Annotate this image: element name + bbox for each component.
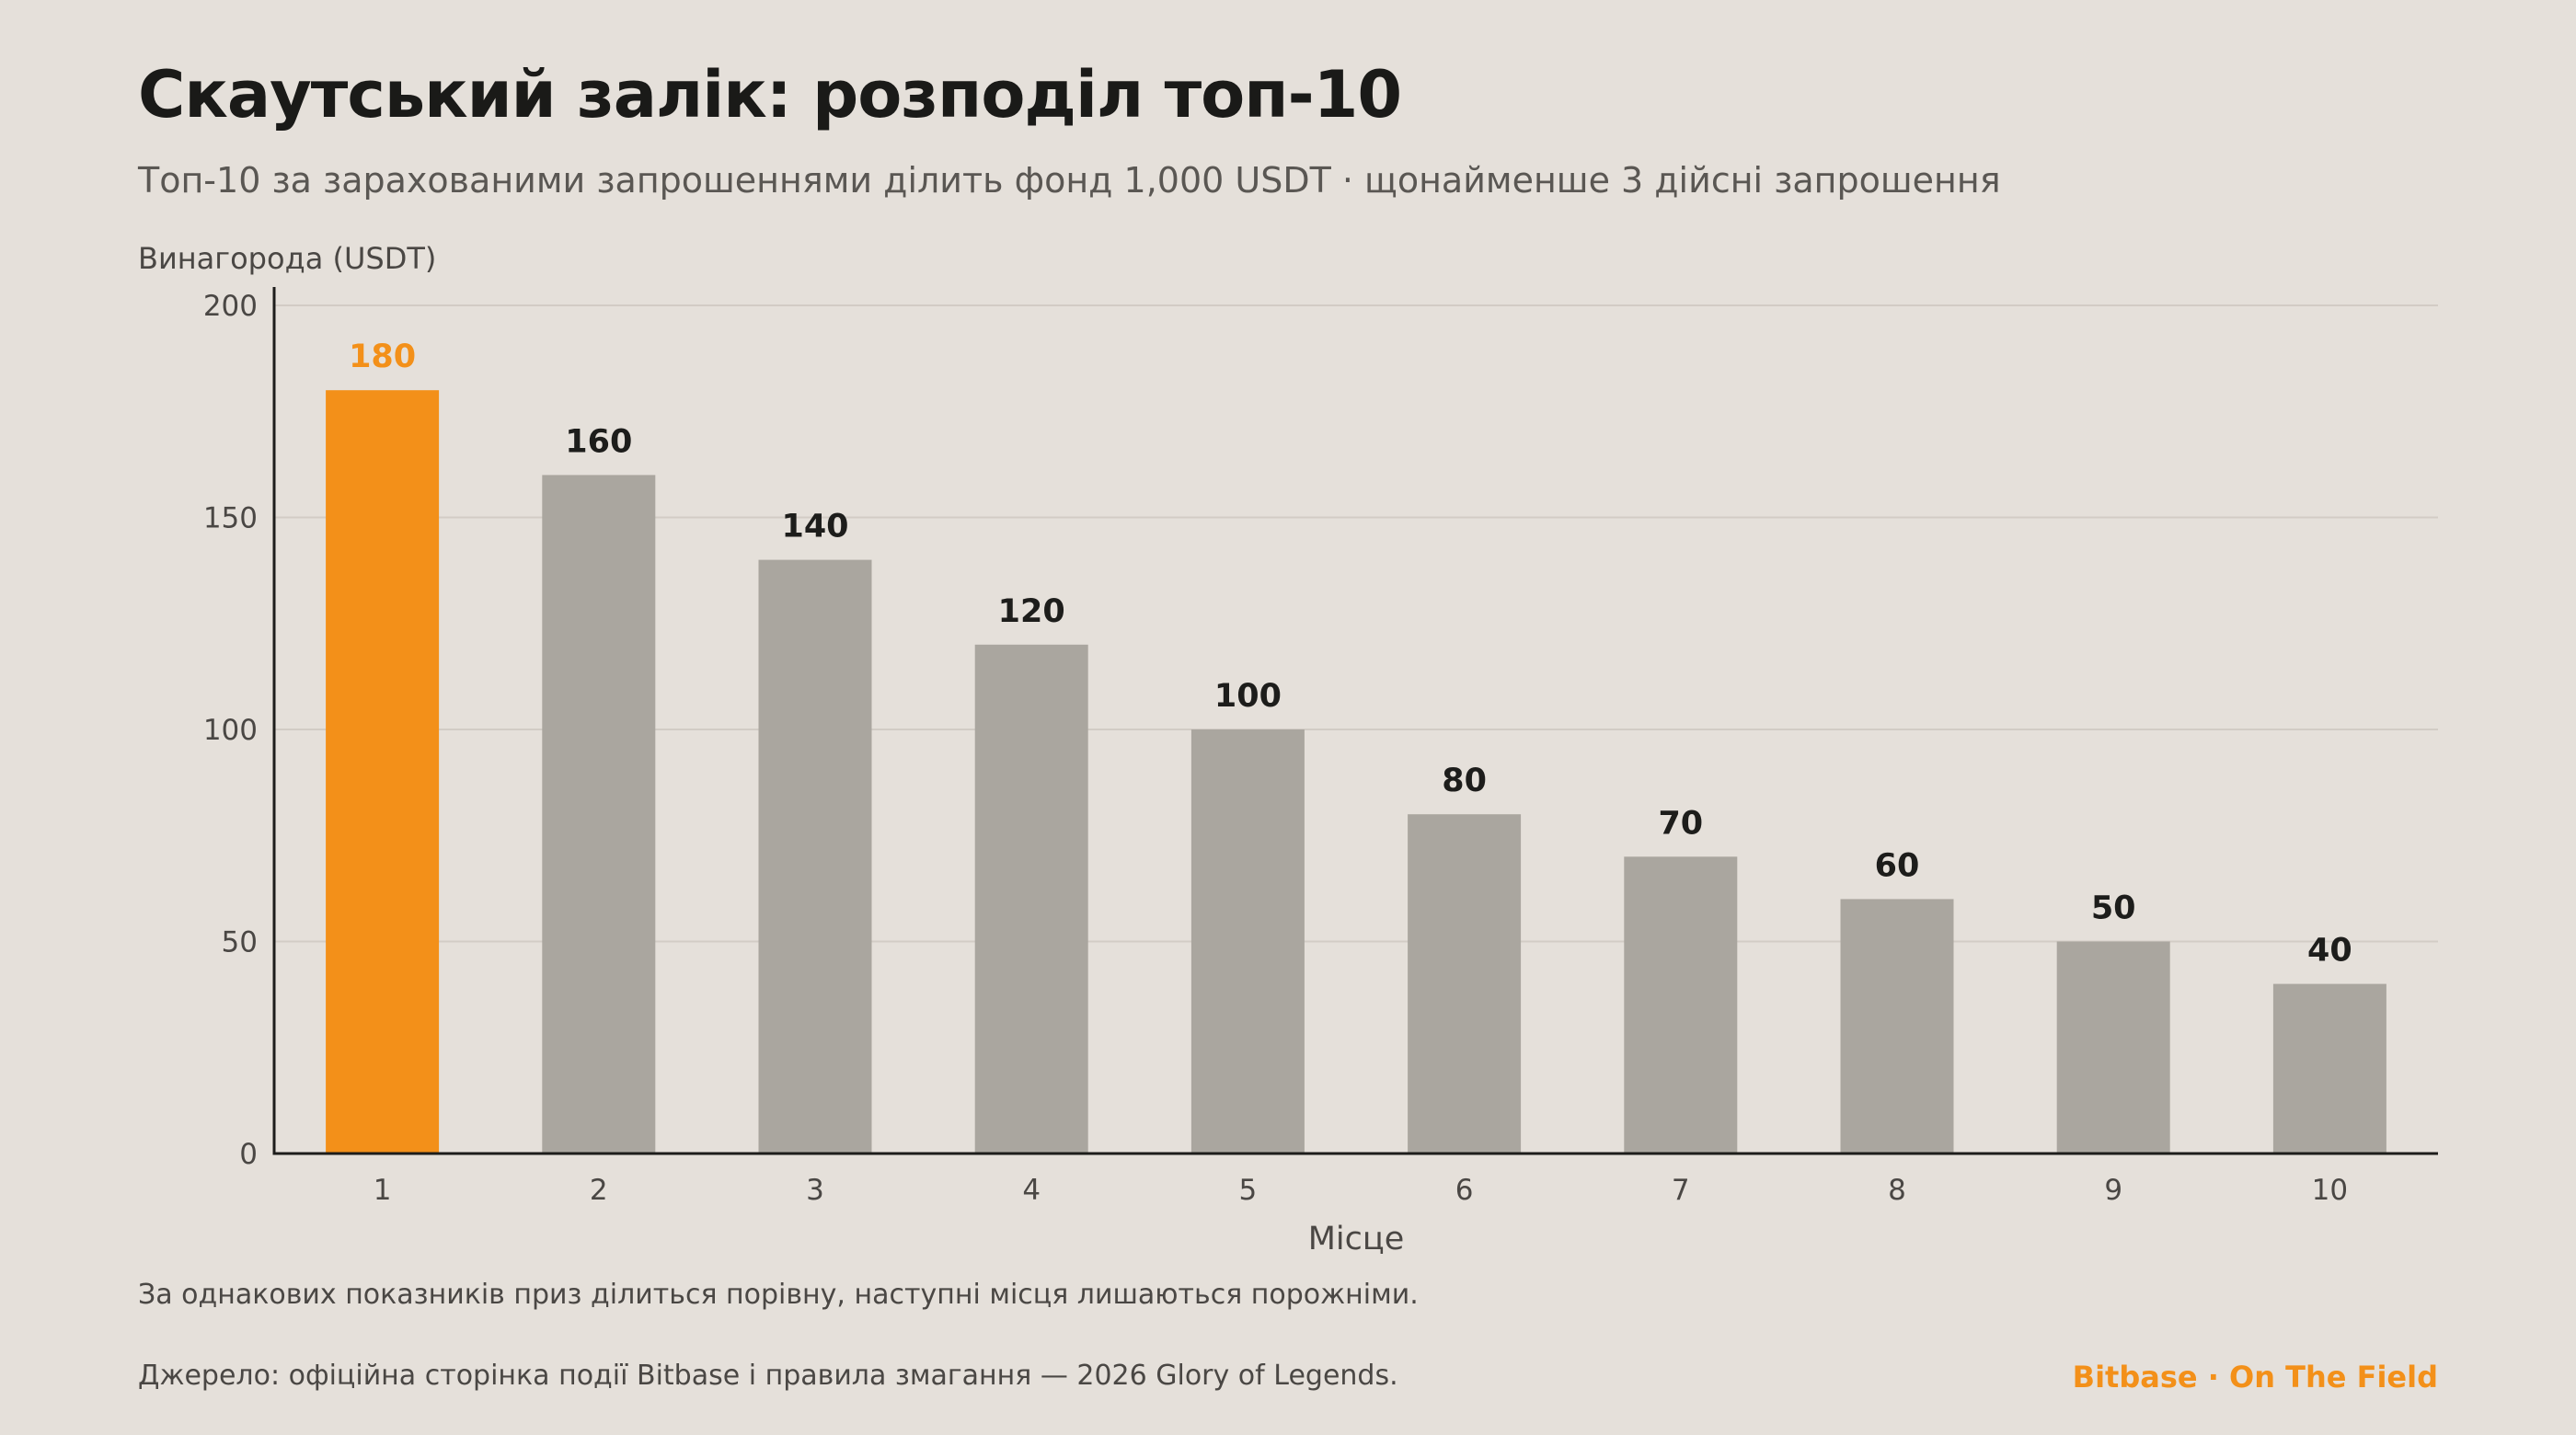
data-label: 80 [1442, 763, 1487, 799]
x-tick-label: 8 [1888, 1174, 1906, 1207]
x-tick-label: 9 [2104, 1174, 2122, 1207]
data-label: 60 [1875, 847, 1920, 884]
y-tick-label: 50 [222, 926, 258, 959]
footnote: За однакових показників приз ділиться по… [138, 1279, 1419, 1311]
y-tick-label: 150 [203, 502, 258, 535]
chart-subtitle: Топ-10 за зарахованими запрошеннями діли… [138, 160, 2001, 201]
data-label: 140 [781, 509, 848, 545]
x-tick-label: 5 [1239, 1174, 1258, 1207]
bar [2272, 983, 2386, 1154]
y-tick-label: 0 [239, 1138, 258, 1171]
brand-logo-text: Bitbase · On The Field [2072, 1360, 2438, 1395]
x-tick-label: 6 [1455, 1174, 1474, 1207]
y-tick-label: 200 [203, 290, 258, 323]
bars [326, 390, 2386, 1154]
data-label: 70 [1658, 805, 1703, 842]
data-label: 40 [2307, 933, 2352, 970]
x-tick-label: 4 [1022, 1174, 1041, 1207]
chart-title: Скаутський залік: розподіл топ-10 [138, 57, 1402, 132]
y-tick-label: 100 [203, 714, 258, 747]
data-label: 50 [2091, 890, 2136, 927]
bar [1190, 729, 1305, 1154]
y-axis-label: Винагорода (USDT) [138, 241, 436, 276]
bar [1408, 814, 1522, 1154]
bar [326, 390, 440, 1154]
bar [2056, 941, 2170, 1154]
data-label: 100 [1214, 678, 1282, 715]
bar [1840, 899, 1954, 1154]
x-axis-label: Місце [1308, 1221, 1405, 1257]
bar [542, 475, 656, 1154]
x-tick-label: 10 [2312, 1174, 2348, 1207]
data-labels: 180 160 140 120 100 80 70 60 50 40 [349, 339, 2352, 969]
x-tick-label: 7 [1672, 1174, 1690, 1207]
source-note: Джерело: офіційна сторінка події Bitbase… [138, 1360, 1398, 1392]
axes: 0 50 100 150 200 1 2 3 4 5 6 7 8 9 10 [203, 287, 2438, 1207]
data-label: 120 [998, 593, 1065, 630]
data-label: 180 [349, 339, 416, 375]
bar [1624, 856, 1738, 1154]
bar [758, 559, 872, 1154]
bar [974, 644, 1088, 1154]
x-tick-label: 3 [806, 1174, 824, 1207]
data-label: 160 [565, 423, 632, 460]
x-tick-label: 1 [374, 1174, 392, 1207]
x-tick-label: 2 [590, 1174, 608, 1207]
